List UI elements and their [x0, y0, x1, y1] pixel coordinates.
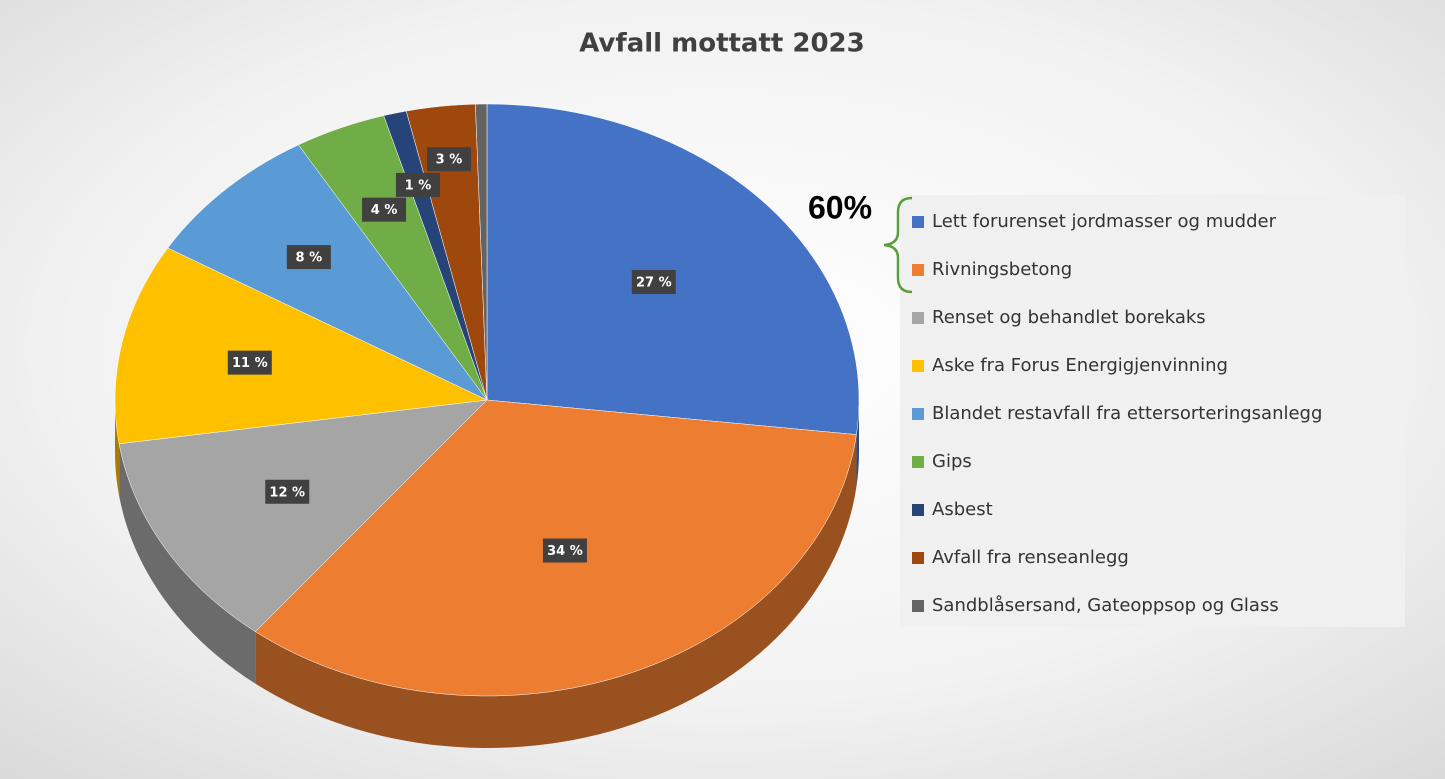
data-label: 4 %	[371, 203, 398, 218]
pie-slice	[486, 103, 860, 435]
data-label-box	[631, 269, 676, 294]
legend-label: Rivningsbetong	[932, 259, 1072, 280]
brace	[883, 196, 913, 294]
pie-slice	[167, 144, 488, 401]
annotation: 60%	[808, 189, 872, 225]
legend-swatch	[912, 504, 924, 516]
legend-label: Avfall fra renseanlegg	[932, 547, 1129, 568]
legend-swatch	[912, 360, 924, 372]
data-label: 27 %	[636, 275, 672, 290]
data-label-box	[426, 147, 471, 172]
legend-label: Asbest	[932, 499, 993, 520]
legend-label: Blandet restavfall fra ettersorteringsan…	[932, 403, 1322, 424]
data-label-box	[286, 245, 331, 270]
data-label-box	[265, 479, 310, 504]
legend-label: Gips	[932, 451, 972, 472]
legend-swatch	[912, 408, 924, 420]
data-label: 11 %	[232, 356, 268, 371]
data-label: 1 %	[405, 178, 432, 193]
pie-slice	[298, 115, 488, 401]
data-label: 3 %	[436, 153, 463, 168]
data-label-box	[362, 197, 407, 222]
legend-swatch	[912, 600, 924, 612]
data-label-box	[542, 538, 587, 563]
legend-box	[900, 195, 1405, 627]
data-label: 34 %	[547, 544, 583, 559]
legend-swatch	[912, 312, 924, 324]
pie-side	[119, 443, 256, 684]
data-label: 12 %	[269, 485, 305, 500]
legend-swatch	[912, 216, 924, 228]
legend-swatch	[912, 552, 924, 564]
pie-slice	[475, 103, 488, 401]
legend-label: Aske fra Forus Energigjenvinning	[932, 355, 1228, 376]
legend-label: Lett forurenset jordmasser og mudder	[932, 211, 1277, 232]
legend-label: Renset og behandlet borekaks	[932, 307, 1206, 328]
legend-swatch	[912, 264, 924, 276]
legend-swatch	[912, 456, 924, 468]
chart-title: Avfall mottatt 2023	[579, 29, 865, 59]
data-label-box	[227, 350, 272, 375]
legend-label: Sandblåsersand, Gateoppsop og Glass	[932, 595, 1279, 616]
data-label: 8 %	[296, 251, 323, 266]
pie-side	[255, 434, 857, 748]
data-label-box	[395, 172, 440, 197]
pie-slice	[114, 247, 488, 445]
pie-slice	[118, 399, 488, 632]
pie-side	[856, 400, 859, 487]
